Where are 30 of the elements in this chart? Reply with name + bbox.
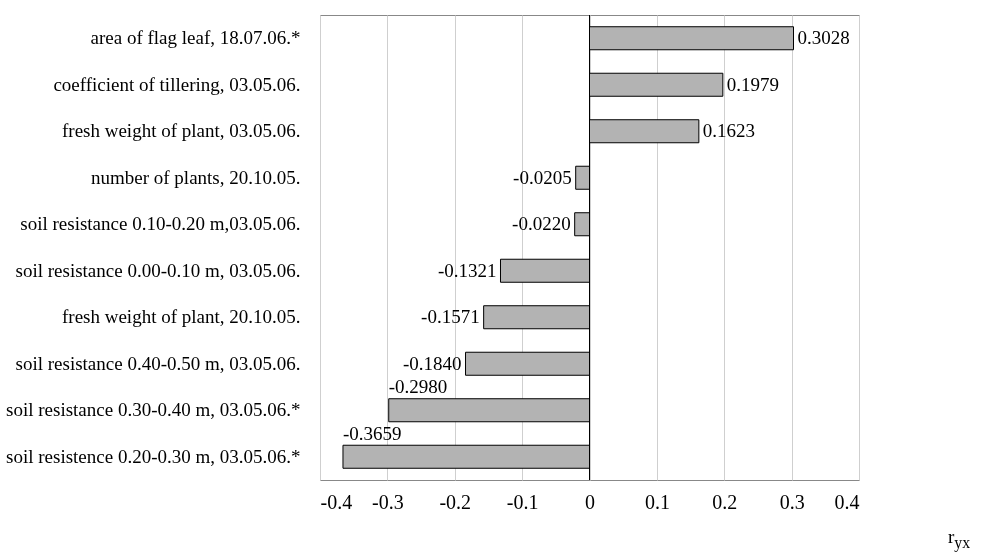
data-label: -0.1321 <box>437 259 497 281</box>
x-tick-label: 0.1 <box>644 490 670 513</box>
y-tick-label: soil resistence 0.20-0.30 m, 03.05.06.* <box>6 445 301 467</box>
y-tick-label: coefficient of tillering, 03.05.06. <box>53 73 301 95</box>
x-tick-label: 0.3 <box>779 490 805 513</box>
x-tick-label: -0.1 <box>506 490 539 513</box>
y-tick-label: fresh weight of plant, 03.05.06. <box>61 120 301 142</box>
x-tick-label: -0.4 <box>320 490 353 513</box>
data-label: 0.3028 <box>797 27 850 49</box>
y-tick-label: soil resistance 0.40-0.50 m, 03.05.06. <box>15 352 301 374</box>
x-tick-label: -0.3 <box>372 490 404 513</box>
x-tick-label: 0.2 <box>712 490 738 513</box>
x-tick-label: -0.2 <box>439 490 472 513</box>
x-tick-label: 0 <box>585 490 595 513</box>
data-label: -0.2980 <box>388 376 448 398</box>
data-label: 0.1623 <box>702 120 756 142</box>
y-tick-label: number of plants, 20.10.05. <box>90 166 301 188</box>
data-label: -0.3659 <box>342 422 402 444</box>
y-tick-label: fresh weight of plant, 20.10.05. <box>61 306 301 328</box>
y-tick-label: soil resistance 0.30-0.40 m, 03.05.06.* <box>6 399 301 421</box>
y-tick-label: soil resistance 0.10-0.20 m,03.05.06. <box>20 213 301 235</box>
x-axis-title: r$_{yx}$ <box>948 526 971 552</box>
y-tick-label: area of flag leaf, 18.07.06.* <box>90 27 301 49</box>
x-tick-label: 0.4 <box>834 490 860 513</box>
data-label: 0.1979 <box>726 73 780 95</box>
data-label: -0.0205 <box>513 166 572 188</box>
data-label: -0.1571 <box>421 306 480 328</box>
data-label: -0.0220 <box>512 213 571 235</box>
data-label: -0.1840 <box>402 352 462 374</box>
y-tick-label: soil resistance 0.00-0.10 m, 03.05.06. <box>15 259 301 281</box>
